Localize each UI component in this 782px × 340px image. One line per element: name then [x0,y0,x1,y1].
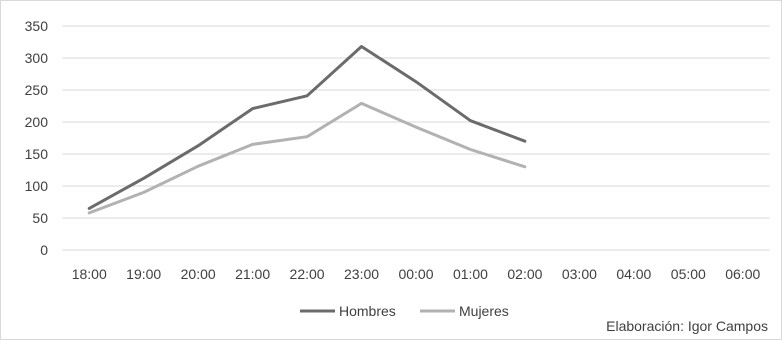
y-tick-label: 150 [25,146,49,162]
x-tick-label: 21:00 [235,266,270,282]
x-tick-label: 04:00 [616,266,651,282]
x-tick-label: 00:00 [398,266,433,282]
x-tick-label: 22:00 [290,266,325,282]
x-tick-label: 06:00 [725,266,760,282]
series-line-hombres [87,45,527,210]
credit-text: Elaboración: Igor Campos [606,318,768,334]
x-tick-label: 18:00 [72,266,107,282]
series-line-mujeres [87,101,527,215]
y-axis-ticks: 0 50 100 150 200 250 300 350 [25,18,49,258]
x-tick-label: 03:00 [562,266,597,282]
x-tick-label: 23:00 [344,266,379,282]
grid-lines [62,25,770,251]
x-tick-label: 20:00 [181,266,216,282]
y-tick-label: 100 [25,178,49,194]
x-tick-label: 02:00 [507,266,542,282]
y-tick-label: 250 [25,82,49,98]
y-tick-label: 50 [32,210,48,226]
x-axis-ticks: 18:00 19:00 20:00 21:00 22:00 23:00 00:00 01:00… [72,266,761,282]
y-tick-label: 300 [25,50,49,66]
y-tick-label: 350 [25,18,49,34]
x-tick-label: 01:00 [453,266,488,282]
series-lines [87,45,527,215]
legend-label-hombres: Hombres [339,303,396,319]
y-tick-label: 200 [25,114,49,130]
y-tick-label: 0 [40,242,48,258]
x-tick-label: 05:00 [671,266,706,282]
legend-label-mujeres: Mujeres [459,303,509,319]
legend: Hombres Mujeres [300,303,509,319]
x-tick-label: 19:00 [126,266,161,282]
